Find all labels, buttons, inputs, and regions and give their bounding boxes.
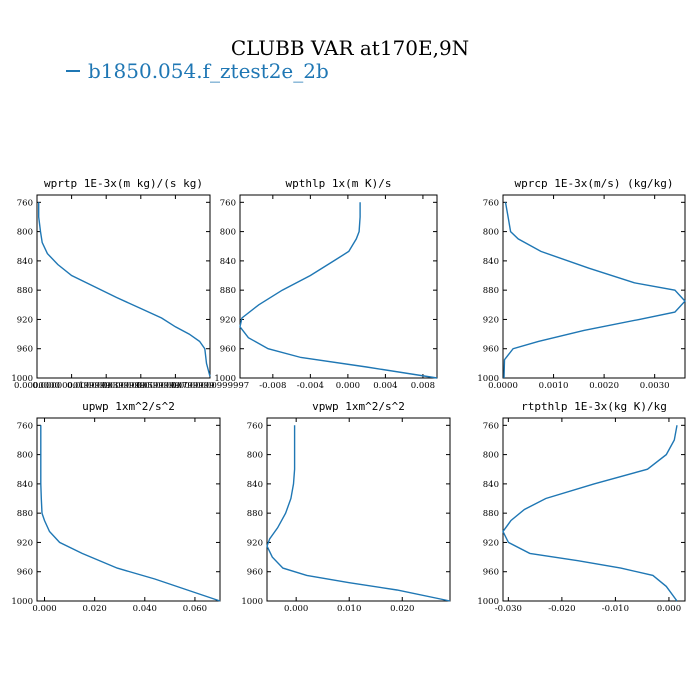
chart-title: wpthlp 1x(m K)/s bbox=[286, 177, 392, 190]
y-tick-label: 880 bbox=[483, 509, 499, 519]
x-tick-label: 0.000 bbox=[32, 604, 56, 614]
plot-frame bbox=[239, 194, 438, 379]
y-tick-label: 880 bbox=[17, 286, 33, 296]
x-tick-label: -0.020 bbox=[548, 604, 575, 614]
chart-panel-3: wprcp 1E-3x(m/s) (kg/kg) 760 800 840 880 920 9… bbox=[477, 177, 686, 391]
legend: b1850.054.f_ztest2e_2b bbox=[66, 59, 329, 83]
y-tick-label: 1000 bbox=[477, 597, 499, 607]
x-tick-label: 0.0000000199999 bbox=[32, 381, 110, 391]
y-tick-label: 760 bbox=[17, 421, 33, 431]
x-tick-label: 0.000 bbox=[284, 604, 308, 614]
x-tick-label: 0.000 bbox=[336, 381, 360, 391]
x-tick-label: 0.008 bbox=[411, 381, 435, 391]
x-tick-label: -0.004 bbox=[297, 381, 324, 391]
y-tick-label: 1000 bbox=[241, 597, 263, 607]
x-tick-label: 0.0000000999997 bbox=[171, 381, 249, 391]
series-line bbox=[40, 425, 221, 602]
y-tick-label: 880 bbox=[17, 509, 33, 519]
y-tick-label: 840 bbox=[17, 480, 33, 490]
y-tick-label: 800 bbox=[247, 451, 263, 461]
x-tick-label: -0.008 bbox=[259, 381, 286, 391]
chart-panel-6: rtpthlp 1E-3x(kg K)/kg 760 800 840 880 920 960… bbox=[477, 400, 686, 614]
y-tick-label: 760 bbox=[483, 421, 499, 431]
x-tick-label: -0.030 bbox=[495, 604, 522, 614]
y-tick-label: 840 bbox=[483, 480, 499, 490]
y-tick-label: 960 bbox=[17, 568, 33, 578]
y-tick-label: 840 bbox=[247, 480, 263, 490]
x-tick-label: 0.0020 bbox=[589, 381, 619, 391]
x-tick-label: 0.060 bbox=[183, 604, 207, 614]
y-tick-label: 920 bbox=[220, 315, 236, 325]
y-tick-label: 920 bbox=[17, 315, 33, 325]
y-tick-label: 760 bbox=[220, 198, 236, 208]
y-tick-label: 960 bbox=[247, 568, 263, 578]
chart-panel-2: wpthlp 1x(m K)/s 760 800 840 880 920 960 1000 -0… bbox=[214, 177, 438, 391]
x-tick-label: 0.020 bbox=[390, 604, 414, 614]
y-tick-label: 760 bbox=[247, 421, 263, 431]
series-line bbox=[239, 202, 438, 379]
legend-line-swatch bbox=[66, 70, 80, 72]
y-tick-label: 760 bbox=[483, 198, 499, 208]
y-tick-label: 1000 bbox=[477, 374, 499, 384]
x-tick-label: 0.0000000799999 bbox=[136, 381, 214, 391]
chart-title: wprcp 1E-3x(m/s) (kg/kg) bbox=[515, 177, 674, 190]
y-tick-label: 1000 bbox=[11, 597, 33, 607]
chart-panel-1: wprtp 1E-3x(m kg)/(s kg) 760 800 840 880 920 9… bbox=[11, 177, 249, 391]
series-line bbox=[266, 425, 451, 602]
series-line bbox=[503, 202, 686, 379]
x-tick-label: 0.010 bbox=[337, 604, 361, 614]
y-tick-label: 880 bbox=[483, 286, 499, 296]
series-line bbox=[38, 202, 211, 377]
y-tick-label: 960 bbox=[220, 345, 236, 355]
y-tick-label: 1000 bbox=[214, 374, 236, 384]
y-tick-label: 920 bbox=[247, 538, 263, 548]
y-tick-label: 840 bbox=[483, 257, 499, 267]
x-tick-label: 0.020 bbox=[82, 604, 106, 614]
y-tick-label: 760 bbox=[17, 198, 33, 208]
legend-label: b1850.054.f_ztest2e_2b bbox=[88, 59, 329, 83]
x-tick-label: 0.0000 bbox=[488, 381, 518, 391]
y-tick-label: 960 bbox=[17, 345, 33, 355]
x-tick-label: -0.010 bbox=[602, 604, 629, 614]
y-tick-label: 840 bbox=[17, 257, 33, 267]
x-tick-label: 0.000 bbox=[657, 604, 681, 614]
y-tick-label: 800 bbox=[483, 451, 499, 461]
page-title: CLUBB VAR at170E,9N bbox=[230, 36, 470, 60]
chart-panel-4: upwp 1xm^2/s^2 760 800 840 880 920 960 10000.00… bbox=[11, 400, 221, 614]
y-tick-label: 800 bbox=[17, 228, 33, 238]
chart-title: wprtp 1E-3x(m kg)/(s kg) bbox=[44, 177, 203, 190]
y-tick-label: 840 bbox=[220, 257, 236, 267]
x-tick-label: 0.0000000 bbox=[14, 381, 60, 391]
chart-panel-5: vpwp 1xm^2/s^2 760 800 840 880 920 960 1000 0.00… bbox=[241, 400, 451, 614]
y-tick-label: 920 bbox=[483, 315, 499, 325]
x-tick-label: 0.0000000599999 bbox=[102, 381, 180, 391]
y-tick-label: 800 bbox=[220, 228, 236, 238]
plot-frame bbox=[502, 417, 686, 602]
series-line bbox=[502, 425, 678, 602]
plot-frame bbox=[36, 417, 221, 602]
y-tick-label: 960 bbox=[483, 568, 499, 578]
y-tick-label: 880 bbox=[220, 286, 236, 296]
y-tick-label: 800 bbox=[17, 451, 33, 461]
x-tick-label: 0.0030 bbox=[640, 381, 670, 391]
x-tick-label: 0.040 bbox=[133, 604, 157, 614]
chart-title: upwp 1xm^2/s^2 bbox=[82, 400, 175, 413]
x-tick-label: 0.004 bbox=[373, 381, 397, 391]
chart-title: vpwp 1xm^2/s^2 bbox=[312, 400, 405, 413]
x-tick-label: 0.0010 bbox=[539, 381, 569, 391]
y-tick-label: 880 bbox=[247, 509, 263, 519]
y-tick-label: 1000 bbox=[11, 374, 33, 384]
y-tick-label: 800 bbox=[483, 228, 499, 238]
x-tick-label: 0.0000000399999 bbox=[67, 381, 145, 391]
plot-frame bbox=[266, 417, 451, 602]
plot-frame bbox=[36, 194, 211, 379]
chart-title: rtpthlp 1E-3x(kg K)/kg bbox=[521, 400, 667, 413]
y-tick-label: 960 bbox=[483, 345, 499, 355]
y-tick-label: 920 bbox=[17, 538, 33, 548]
plot-frame bbox=[502, 194, 686, 379]
y-tick-label: 920 bbox=[483, 538, 499, 548]
